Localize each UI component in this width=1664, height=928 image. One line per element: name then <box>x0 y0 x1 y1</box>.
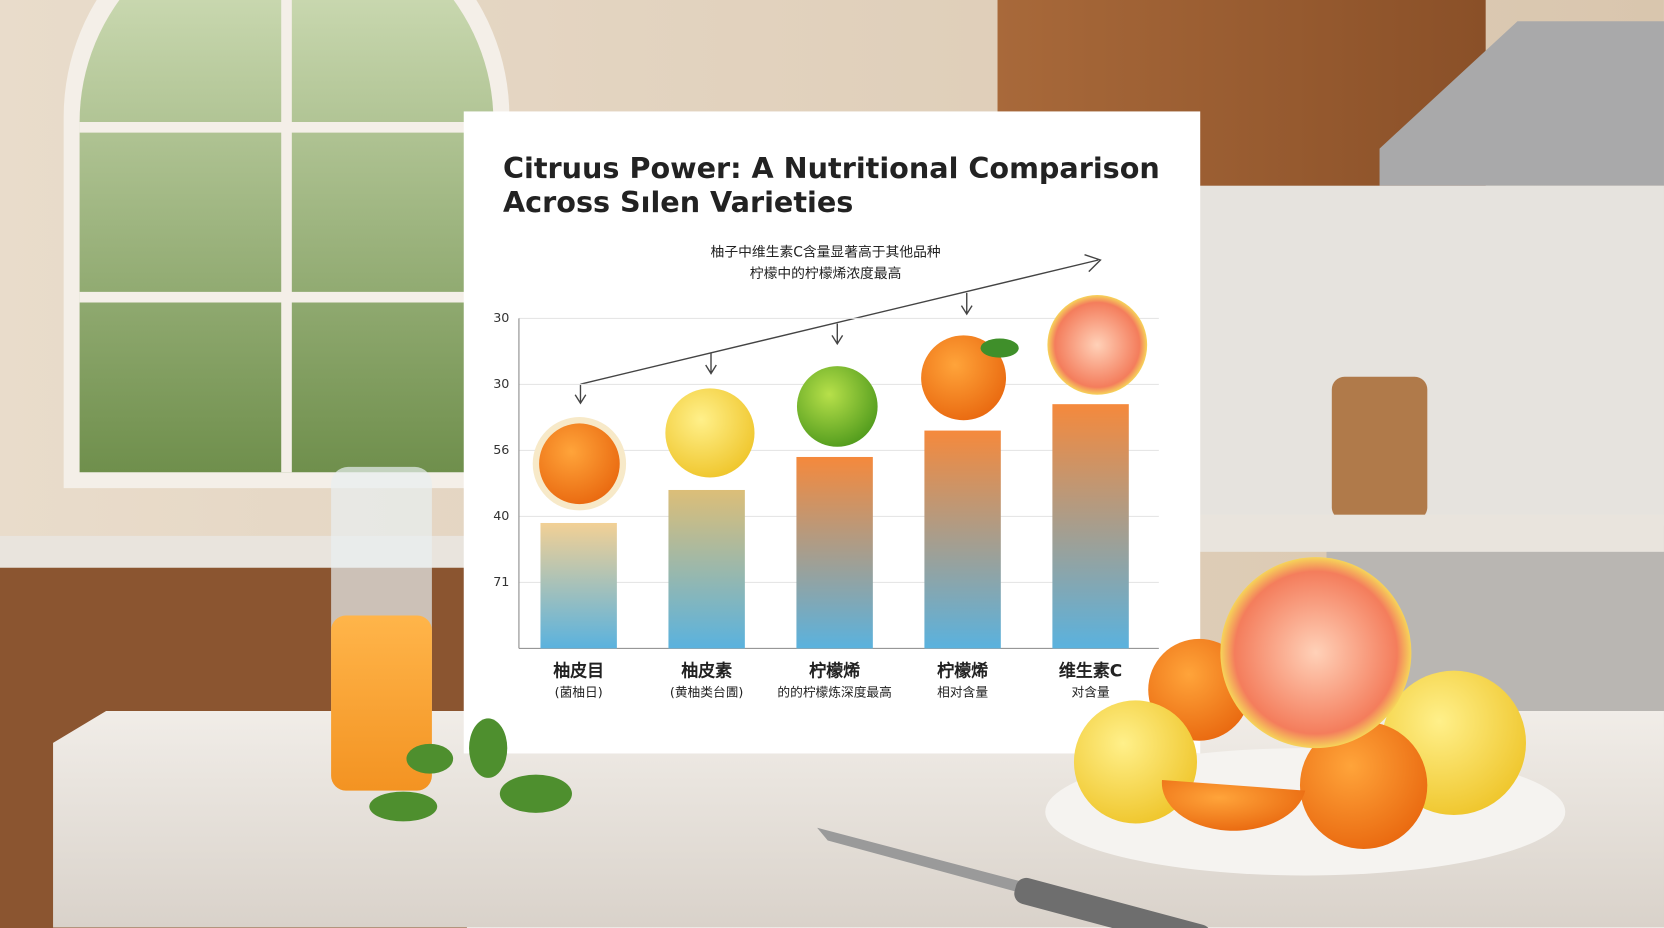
window-mullions <box>79 0 494 473</box>
orange-slice <box>539 423 620 505</box>
bar <box>668 489 745 649</box>
cutting-board <box>1331 376 1428 520</box>
x-tick-label: 柚皮素 <box>681 661 732 682</box>
annotation: 柠檬中的柠檬烯浓度最高 <box>750 265 902 282</box>
x-sublabel: (黄柚类台圊) <box>670 685 744 700</box>
y-tick-label: 40 <box>493 509 509 524</box>
bar <box>796 456 873 649</box>
chart-title: Across Sılen Varieties <box>503 185 853 219</box>
chart: Citruus Power: A Nutritional Comparison … <box>493 151 1160 701</box>
x-sublabel: 的的柠檬炼深度最高 <box>777 684 891 700</box>
y-tick-label: 30 <box>493 377 509 392</box>
orange <box>1299 721 1428 849</box>
bar <box>924 430 1001 649</box>
knife-handle <box>1014 877 1212 928</box>
backsplash <box>1199 185 1664 526</box>
x-tick-label: 柠檬烯 <box>937 661 988 682</box>
lime <box>796 366 878 447</box>
x-tick-label: 维生素C <box>1059 661 1122 682</box>
y-tick-label: 30 <box>493 311 509 326</box>
range-hood <box>1379 21 1664 186</box>
x-sublabel: 相对含量 <box>937 684 988 700</box>
leaf <box>980 338 1019 358</box>
bar <box>1052 404 1129 649</box>
x-sublabel: (菌柚日) <box>555 685 603 700</box>
lemon-slice <box>665 388 755 478</box>
annotation: 柚子中维生素C含量显著高于其他品种 <box>711 244 941 261</box>
chart-title: Citruus Power: A Nutritional Comparison <box>503 151 1160 185</box>
bar <box>540 522 617 649</box>
grapefruit-slice <box>1047 295 1148 395</box>
mint <box>369 718 572 822</box>
y-tick-label: 56 <box>493 443 509 458</box>
counter-right <box>1199 514 1664 552</box>
x-tick-label: 柠檬烯 <box>809 661 860 682</box>
juice <box>331 615 432 791</box>
x-sublabel: 对含量 <box>1072 684 1110 700</box>
orange <box>921 335 1007 421</box>
knife <box>817 827 1035 897</box>
orange-wedge <box>1161 779 1306 831</box>
x-tick-label: 柚皮目 <box>553 661 604 682</box>
grapefruit-half <box>1220 557 1412 749</box>
trend-arrow <box>574 254 1102 405</box>
y-tick-label: 71 <box>493 575 509 590</box>
